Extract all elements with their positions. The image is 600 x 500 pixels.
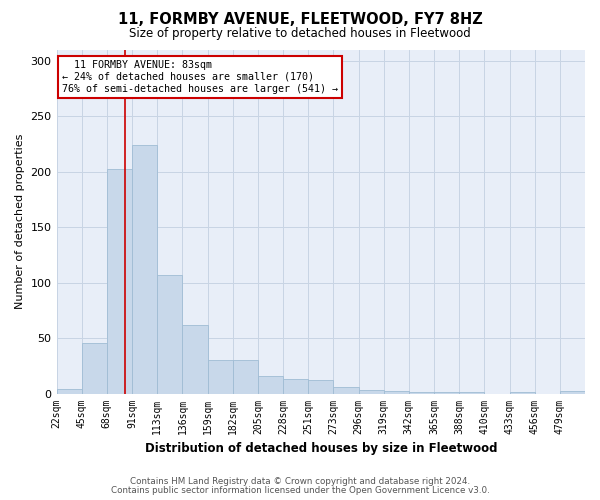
Text: 11 FORMBY AVENUE: 83sqm
← 24% of detached houses are smaller (170)
76% of semi-d: 11 FORMBY AVENUE: 83sqm ← 24% of detache… [62, 60, 338, 94]
Bar [383, 392, 409, 394]
Text: Contains public sector information licensed under the Open Government Licence v3: Contains public sector information licen… [110, 486, 490, 495]
Bar [409, 392, 434, 394]
X-axis label: Distribution of detached houses by size in Fleetwood: Distribution of detached houses by size … [145, 442, 497, 455]
Text: Contains HM Land Registry data © Crown copyright and database right 2024.: Contains HM Land Registry data © Crown c… [130, 477, 470, 486]
Bar [132, 146, 157, 394]
Bar [157, 275, 182, 394]
Y-axis label: Number of detached properties: Number of detached properties [15, 134, 25, 310]
Bar [56, 389, 82, 394]
Bar [359, 390, 383, 394]
Bar [233, 360, 258, 394]
Bar [459, 392, 484, 394]
Text: 11, FORMBY AVENUE, FLEETWOOD, FY7 8HZ: 11, FORMBY AVENUE, FLEETWOOD, FY7 8HZ [118, 12, 482, 28]
Bar [82, 342, 107, 394]
Bar [283, 379, 308, 394]
Bar [308, 380, 334, 394]
Bar [509, 392, 535, 394]
Text: Size of property relative to detached houses in Fleetwood: Size of property relative to detached ho… [129, 28, 471, 40]
Bar [107, 168, 132, 394]
Bar [334, 387, 359, 394]
Bar [182, 325, 208, 394]
Bar [258, 376, 283, 394]
Bar [208, 360, 233, 394]
Bar [434, 392, 459, 394]
Bar [560, 392, 585, 394]
